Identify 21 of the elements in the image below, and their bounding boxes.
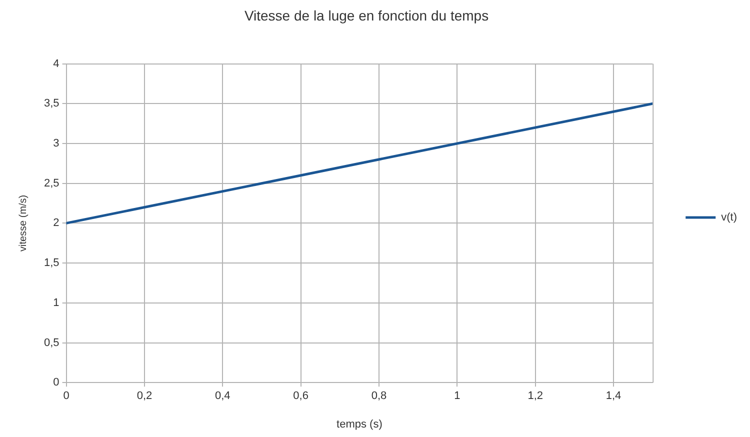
y-tick-label: 3 (53, 138, 60, 150)
x-tick-label: 0,2 (136, 390, 152, 402)
y-tick-label: 1,5 (44, 257, 60, 270)
x-tick-label: 0,8 (371, 390, 387, 402)
y-tick-label: 3,5 (44, 98, 60, 110)
y-tick-label: 2,5 (44, 177, 60, 190)
x-tick-label: 1,2 (528, 390, 543, 402)
x-tick-label: 1,4 (606, 390, 622, 402)
y-axis-title: vitesse (m/s) (18, 194, 29, 252)
y-tick-label: 2 (53, 217, 60, 230)
legend-label: v(t) (721, 212, 738, 224)
y-tick-label: 1 (53, 296, 60, 309)
x-tick-label: 1 (454, 390, 460, 402)
y-tick-label: 0 (53, 376, 60, 389)
y-tick-label: 0,5 (44, 336, 60, 349)
x-tick-label: 0 (63, 390, 70, 402)
chart-title: Vitesse de la luge en fonction du temps (244, 7, 489, 24)
x-tick-label: 0,4 (214, 390, 230, 402)
x-axis-title: temps (s) (336, 418, 382, 430)
y-tick-label: 4 (53, 58, 60, 70)
x-tick-label: 0,6 (293, 390, 308, 402)
